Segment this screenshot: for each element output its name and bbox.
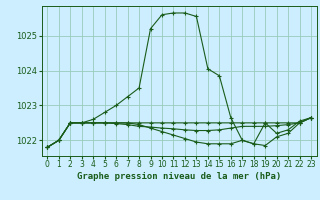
X-axis label: Graphe pression niveau de la mer (hPa): Graphe pression niveau de la mer (hPa) bbox=[77, 172, 281, 181]
